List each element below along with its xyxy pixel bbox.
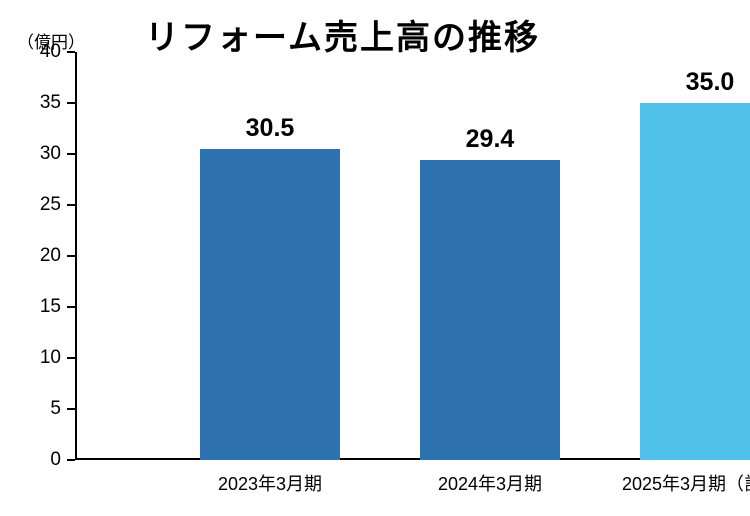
- x-axis-label: 2023年3月期: [150, 470, 390, 496]
- y-tick-label: 30: [17, 143, 67, 165]
- y-tick: 0: [17, 449, 75, 471]
- chart-container: リフォーム売上高の推移 （億円） 051015202530354030.529.…: [0, 0, 750, 516]
- bar: [420, 160, 560, 460]
- y-tick-mark: [67, 357, 75, 359]
- y-tick-mark: [67, 255, 75, 257]
- y-tick-label: 15: [17, 296, 67, 318]
- y-tick: 10: [17, 347, 75, 369]
- y-tick: 20: [17, 245, 75, 267]
- y-axis-line: [75, 52, 77, 460]
- y-tick-mark: [67, 408, 75, 410]
- y-tick: 25: [17, 194, 75, 216]
- bar: [640, 103, 750, 460]
- y-tick-mark: [67, 153, 75, 155]
- bar-value-label: 35.0: [630, 68, 750, 97]
- y-tick-mark: [67, 51, 75, 53]
- y-tick-label: 0: [17, 449, 67, 471]
- y-tick: 5: [17, 398, 75, 420]
- bar-value-label: 30.5: [190, 114, 350, 143]
- y-tick: 35: [17, 92, 75, 114]
- y-tick-mark: [67, 204, 75, 206]
- x-axis-label: 2024年3月期: [370, 470, 610, 496]
- y-tick-label: 25: [17, 194, 67, 216]
- y-tick-label: 40: [17, 41, 67, 63]
- bar: [200, 149, 340, 460]
- y-tick-label: 5: [17, 398, 67, 420]
- y-tick-label: 35: [17, 92, 67, 114]
- y-tick: 40: [17, 41, 75, 63]
- x-axis-label: 2025年3月期（計画）: [590, 470, 750, 496]
- y-tick-mark: [67, 459, 75, 461]
- x-axis-line: [75, 458, 730, 460]
- y-tick-label: 10: [17, 347, 67, 369]
- plot-area: 051015202530354030.529.435.0: [75, 52, 730, 460]
- y-tick: 15: [17, 296, 75, 318]
- bar-value-label: 29.4: [410, 125, 570, 154]
- y-tick: 30: [17, 143, 75, 165]
- y-tick-mark: [67, 102, 75, 104]
- y-tick-label: 20: [17, 245, 67, 267]
- y-tick-mark: [67, 306, 75, 308]
